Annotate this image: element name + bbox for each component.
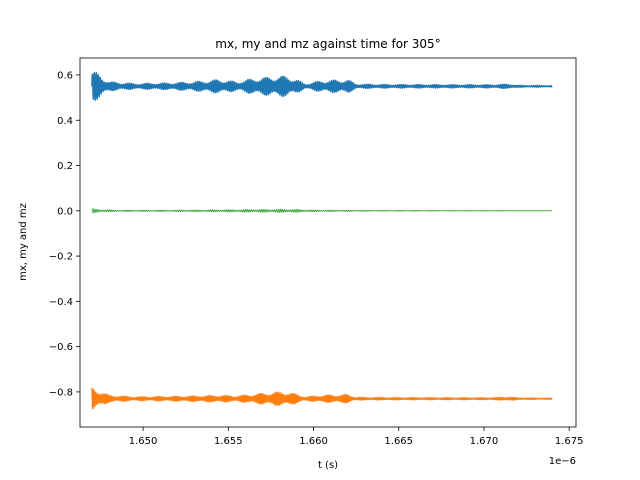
- series-line: [91, 208, 553, 214]
- series-line: [91, 387, 553, 410]
- x-offset-label: 1e−6: [549, 456, 576, 467]
- y-tick-label: −0.8: [49, 387, 73, 398]
- y-tick-label: 0.2: [57, 161, 73, 172]
- x-tick-label: 1.675: [555, 436, 584, 447]
- chart-title: mx, my and mz against time for 305°: [215, 37, 440, 51]
- y-tick-label: −0.2: [49, 252, 73, 263]
- y-tick-label: 0.6: [57, 70, 73, 81]
- series-line: [91, 72, 553, 101]
- x-tick-label: 1.670: [470, 436, 499, 447]
- y-tick-label: −0.4: [49, 297, 73, 308]
- x-axis: 1.650 1.655 1.660 1.665 1.670 1.675: [129, 427, 584, 447]
- x-tick-label: 1.665: [384, 436, 413, 447]
- y-tick-label: −0.6: [49, 342, 73, 353]
- y-axis-label: mx, my and mz: [18, 203, 29, 281]
- y-tick-label: 0.4: [57, 116, 73, 127]
- x-axis-label: t (s): [318, 460, 338, 471]
- x-tick-label: 1.660: [299, 436, 328, 447]
- y-tick-label: 0.0: [57, 206, 73, 217]
- y-axis: 0.6 0.4 0.2 0.0 −0.2 −0.4 −0.6 −0.8: [49, 70, 80, 398]
- x-tick-label: 1.650: [129, 436, 158, 447]
- series-layer: [91, 72, 553, 410]
- x-tick-label: 1.655: [214, 436, 243, 447]
- plot-frame: [79, 57, 577, 428]
